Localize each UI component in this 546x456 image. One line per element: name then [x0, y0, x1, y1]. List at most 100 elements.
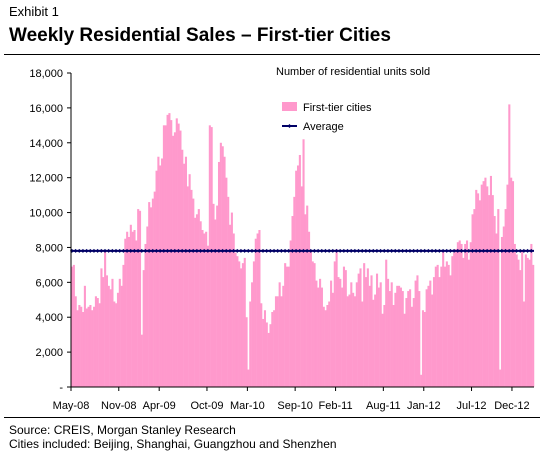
- bar: [116, 292, 120, 387]
- bar: [280, 296, 283, 387]
- bar: [317, 287, 320, 387]
- bar: [251, 282, 254, 387]
- average-marker: [235, 248, 240, 253]
- bar: [423, 311, 426, 387]
- bar: [298, 154, 301, 387]
- bar: [326, 305, 329, 387]
- average-marker: [209, 248, 214, 253]
- bar: [311, 261, 314, 387]
- bar: [82, 311, 85, 387]
- average-marker: [261, 248, 265, 253]
- bar: [229, 224, 232, 387]
- average-marker: [231, 248, 236, 253]
- average-marker: [147, 248, 152, 253]
- bar: [322, 306, 325, 387]
- average-line-group: [69, 248, 534, 253]
- bar: [225, 177, 228, 387]
- bar: [466, 240, 469, 387]
- bar: [109, 289, 112, 387]
- bar: [100, 268, 103, 387]
- average-marker: [136, 248, 141, 253]
- average-marker: [349, 248, 354, 253]
- bar: [184, 156, 187, 387]
- bar: [403, 313, 406, 387]
- bar: [330, 280, 333, 387]
- average-marker: [286, 248, 291, 253]
- average-marker: [488, 248, 493, 253]
- bar: [511, 181, 515, 387]
- bar: [232, 233, 235, 387]
- bar: [431, 294, 434, 387]
- bar: [495, 233, 498, 387]
- legend-label-average: Average: [303, 121, 344, 133]
- bar: [517, 259, 520, 387]
- bar: [372, 299, 375, 387]
- average-marker: [327, 248, 332, 253]
- average-marker: [514, 248, 519, 253]
- bar: [300, 186, 303, 387]
- average-marker: [341, 248, 346, 253]
- x-tick-label: Mar-10: [230, 400, 265, 412]
- bar: [140, 334, 143, 387]
- bar: [526, 257, 529, 387]
- bar: [285, 266, 289, 387]
- average-marker: [356, 248, 361, 253]
- average-marker: [452, 248, 457, 253]
- bar: [206, 245, 210, 387]
- bar: [366, 268, 369, 387]
- bar: [129, 224, 132, 387]
- average-marker: [290, 248, 295, 253]
- bar: [278, 282, 281, 387]
- bar: [308, 231, 311, 387]
- bar: [230, 212, 233, 387]
- bar: [295, 170, 298, 387]
- bar: [247, 369, 250, 387]
- bar: [486, 186, 489, 387]
- bar: [138, 210, 142, 387]
- bar: [342, 266, 346, 387]
- bar: [438, 277, 441, 387]
- bar: [304, 214, 307, 387]
- average-marker: [305, 248, 310, 253]
- bar: [346, 296, 349, 387]
- bar: [442, 250, 445, 387]
- bar: [162, 125, 165, 387]
- bar: [477, 193, 480, 387]
- bar: [177, 123, 180, 387]
- average-marker: [470, 248, 475, 253]
- average-marker: [91, 248, 96, 253]
- average-marker: [518, 248, 523, 253]
- average-marker: [463, 248, 468, 253]
- average-marker: [477, 248, 482, 253]
- bar: [363, 263, 366, 387]
- bar: [214, 219, 217, 387]
- x-tick-label: Jan-12: [407, 400, 441, 412]
- bar: [449, 275, 452, 387]
- bar: [392, 305, 395, 387]
- y-tick-label: 16,000: [29, 103, 63, 115]
- bar: [135, 240, 138, 387]
- bar: [451, 256, 454, 387]
- average-marker: [264, 248, 269, 253]
- bar: [234, 252, 237, 387]
- average-marker: [474, 248, 479, 253]
- bar: [352, 292, 355, 387]
- average-marker: [308, 248, 313, 253]
- source-note: Source: CREIS, Morgan Stanley Research C…: [9, 423, 337, 451]
- average-marker: [448, 248, 453, 253]
- bar: [396, 285, 399, 387]
- bar: [522, 301, 526, 387]
- bar: [296, 165, 300, 387]
- average-marker: [227, 248, 232, 253]
- bar: [197, 209, 200, 387]
- chart-subtitle: Number of residential units sold: [276, 66, 430, 78]
- top-rule: [4, 54, 540, 55]
- y-tick-label: 14,000: [29, 138, 63, 150]
- average-marker: [345, 248, 350, 253]
- bar: [87, 306, 90, 387]
- bar: [265, 322, 268, 387]
- bar: [170, 120, 173, 387]
- average-marker: [338, 248, 343, 253]
- bar: [223, 156, 226, 387]
- average-marker: [73, 248, 78, 253]
